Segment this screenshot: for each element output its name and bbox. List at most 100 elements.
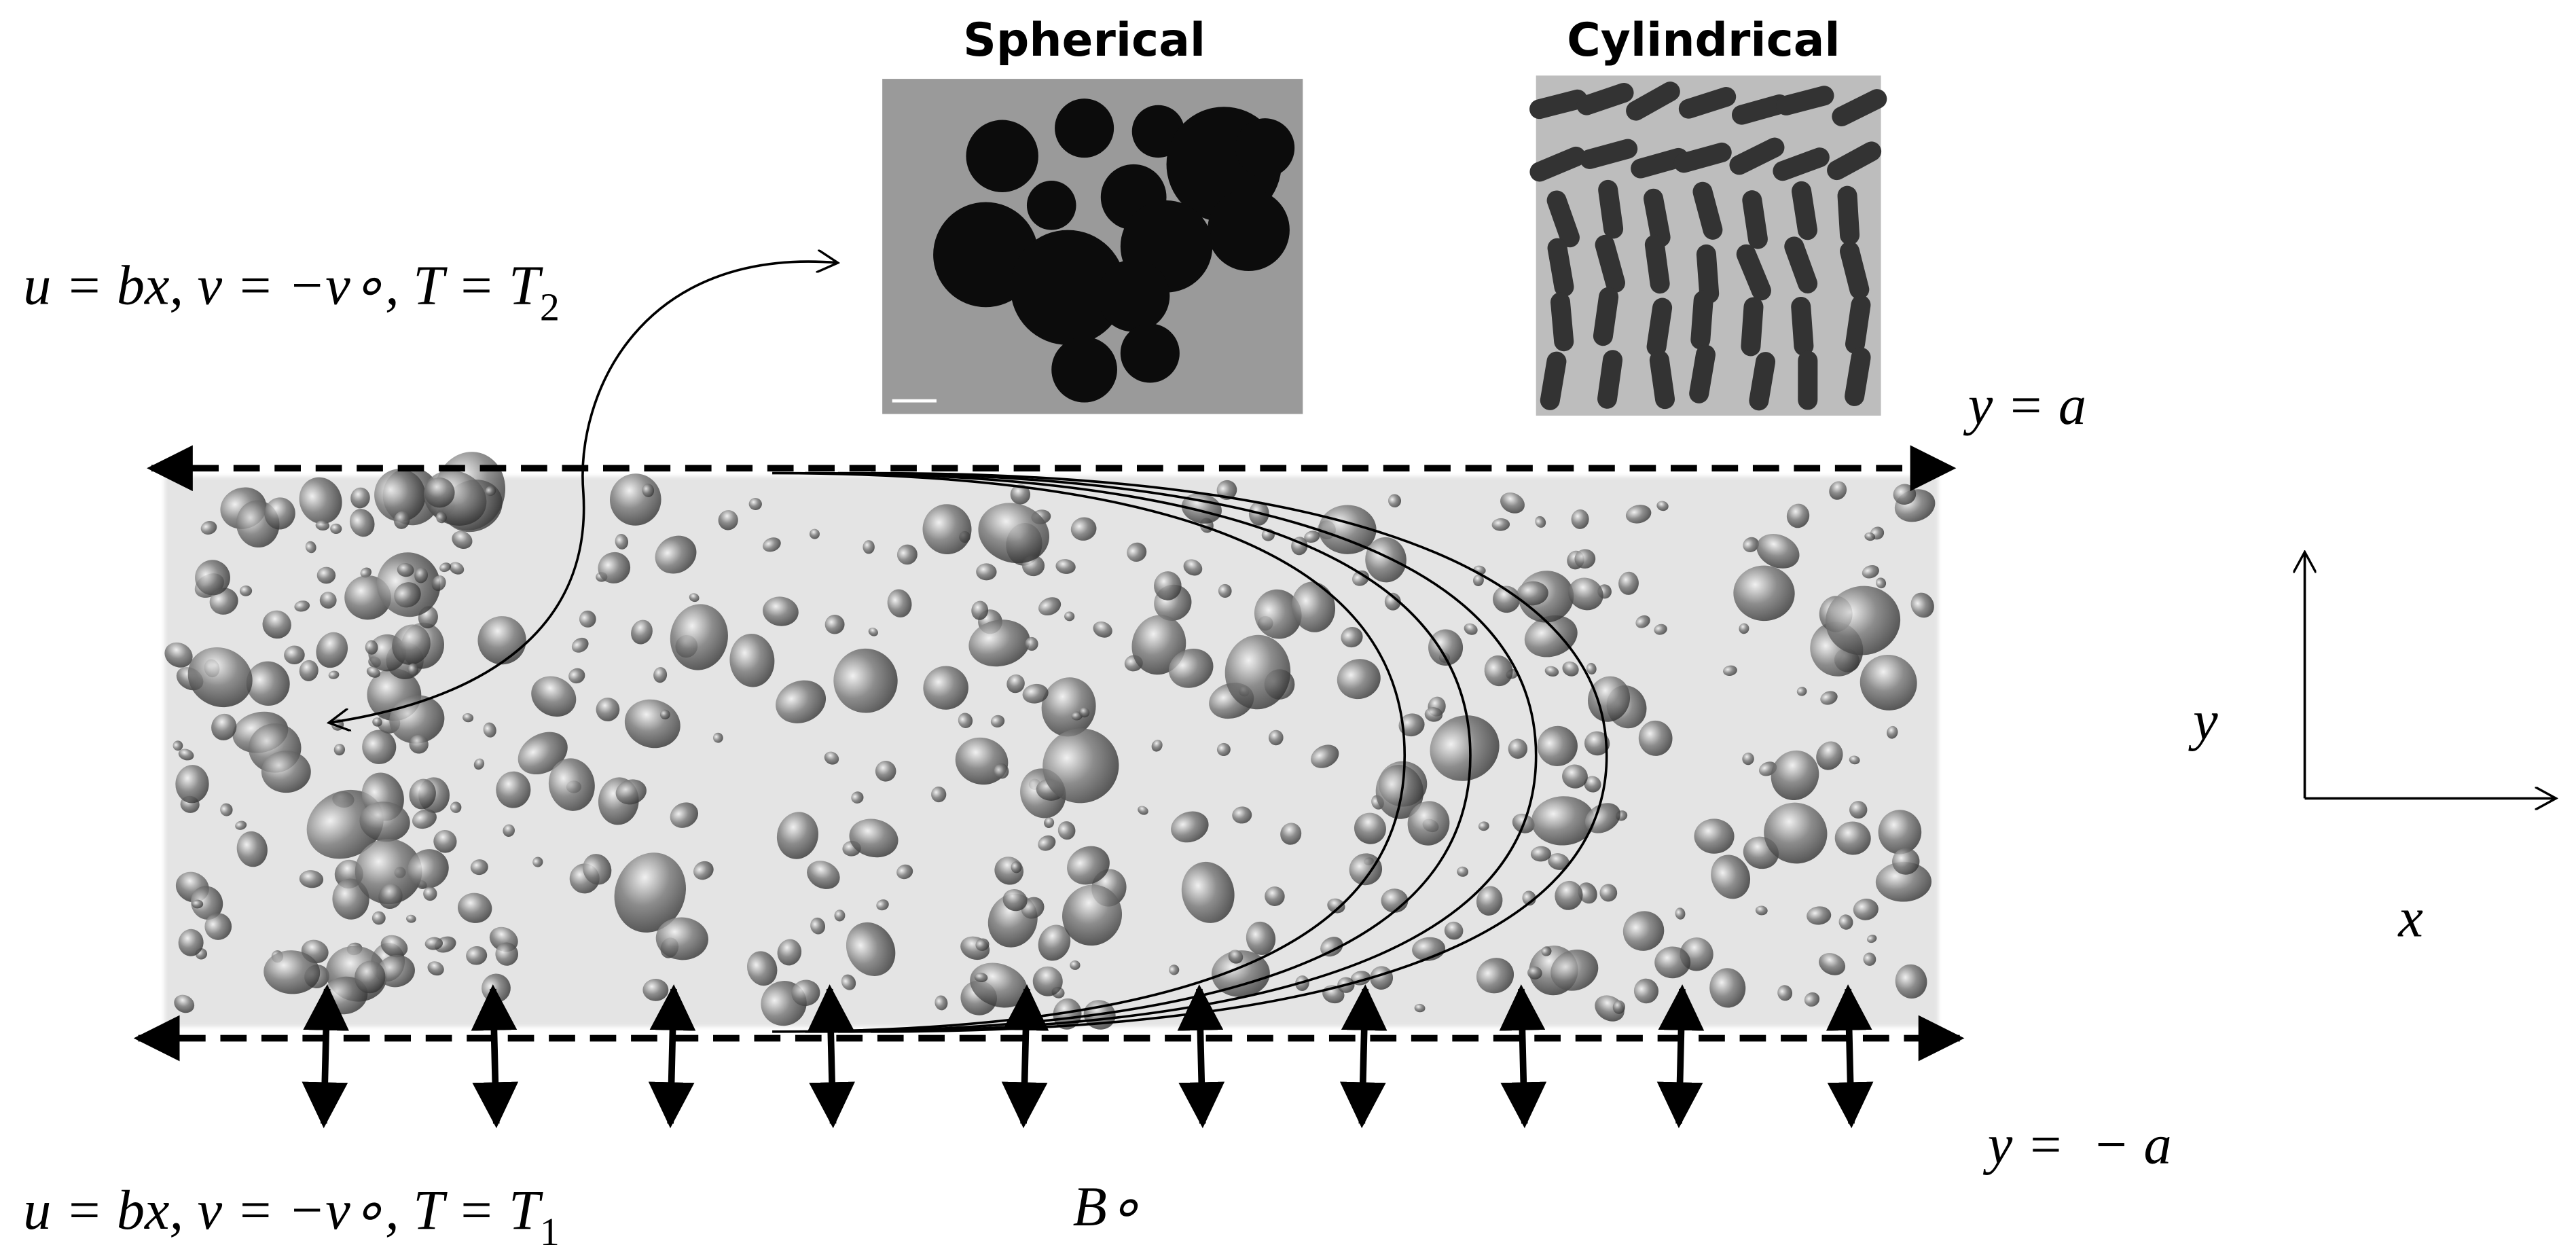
rod	[1792, 181, 1818, 240]
droplet	[299, 870, 324, 888]
droplet	[1093, 621, 1112, 638]
droplet	[896, 864, 913, 880]
droplet	[164, 642, 193, 668]
droplet	[518, 732, 568, 775]
droplet	[1568, 577, 1603, 611]
droplet	[1622, 911, 1665, 951]
droplet	[1550, 950, 1599, 991]
rod	[1798, 350, 1818, 410]
droplet	[615, 779, 647, 805]
droplet	[978, 503, 1050, 564]
particle	[1235, 118, 1295, 178]
double-arrow	[1339, 984, 1387, 1129]
droplet	[333, 744, 346, 756]
rod	[1845, 295, 1871, 354]
x-axis-label: x	[2397, 887, 2423, 949]
bottom-condition: u = bx, v = −v∘, T = T1	[23, 1179, 560, 1254]
droplet	[1527, 966, 1542, 979]
droplet	[1352, 570, 1369, 586]
droplet	[1587, 676, 1631, 722]
droplet	[1562, 764, 1588, 789]
droplet	[1070, 517, 1097, 541]
droplet	[974, 973, 988, 983]
droplet	[1407, 801, 1450, 846]
rod	[1529, 146, 1586, 182]
droplet	[1311, 744, 1339, 768]
rod	[1540, 351, 1567, 410]
droplet	[1584, 731, 1610, 756]
droplet	[306, 789, 384, 859]
droplet	[1733, 565, 1795, 622]
droplet	[1398, 713, 1425, 737]
droplet	[204, 913, 232, 940]
droplet	[433, 829, 457, 853]
rod	[1741, 297, 1764, 357]
droplet	[583, 854, 612, 885]
particle	[1010, 230, 1126, 345]
droplet	[1816, 741, 1843, 770]
droplet	[1638, 720, 1673, 756]
droplet	[1318, 505, 1377, 554]
particle	[1026, 181, 1076, 230]
droplet	[424, 937, 443, 950]
droplet	[380, 935, 408, 958]
droplet	[1022, 683, 1049, 704]
droplet	[423, 886, 437, 901]
droplet	[211, 713, 237, 740]
droplet	[299, 660, 319, 681]
double-arrow	[302, 984, 350, 1129]
droplet	[1863, 952, 1876, 966]
rod	[1689, 344, 1716, 403]
droplet	[1876, 577, 1887, 589]
droplet	[935, 995, 948, 1011]
droplet	[1675, 907, 1686, 920]
droplet	[1428, 629, 1464, 666]
droplet	[1349, 853, 1383, 886]
droplet	[362, 730, 397, 764]
droplet	[1654, 624, 1667, 635]
rod	[1742, 190, 1768, 249]
droplet	[470, 859, 488, 876]
droplet	[1464, 623, 1478, 635]
droplet	[1151, 740, 1163, 752]
rod	[1529, 89, 1588, 120]
droplet	[1181, 493, 1222, 524]
droplet	[1493, 586, 1521, 613]
droplet	[355, 960, 386, 994]
rod	[1840, 241, 1870, 300]
droplet	[1584, 803, 1621, 833]
droplet	[548, 758, 595, 811]
double-arrow	[1001, 984, 1049, 1129]
droplet	[1612, 1000, 1625, 1014]
droplet	[1786, 503, 1810, 528]
double-arrow	[648, 984, 696, 1129]
droplet	[1473, 574, 1484, 586]
droplet	[1183, 559, 1203, 576]
droplet	[1711, 854, 1751, 899]
droplet	[1232, 806, 1252, 824]
droplet	[1320, 937, 1343, 957]
droplet	[1709, 968, 1746, 1008]
droplet	[1895, 964, 1927, 999]
spherical-image	[882, 79, 1303, 414]
droplet	[1530, 846, 1552, 862]
droplet	[1618, 571, 1639, 595]
rod	[1845, 347, 1871, 406]
droplet	[746, 951, 778, 986]
droplet	[1508, 738, 1528, 759]
rod	[1595, 234, 1625, 293]
droplet	[807, 861, 840, 889]
rod	[1626, 82, 1680, 121]
rod	[1576, 83, 1634, 115]
rod	[1593, 287, 1619, 346]
droplet	[412, 809, 437, 829]
droplet	[1062, 884, 1123, 946]
droplet	[239, 585, 253, 596]
droplet	[371, 911, 386, 925]
bottom-position: y = − a	[1983, 1113, 2172, 1175]
droplet	[1635, 615, 1650, 628]
droplet	[457, 893, 492, 923]
droplet	[1571, 509, 1589, 529]
droplet	[1002, 889, 1028, 912]
rod	[1837, 185, 1860, 245]
